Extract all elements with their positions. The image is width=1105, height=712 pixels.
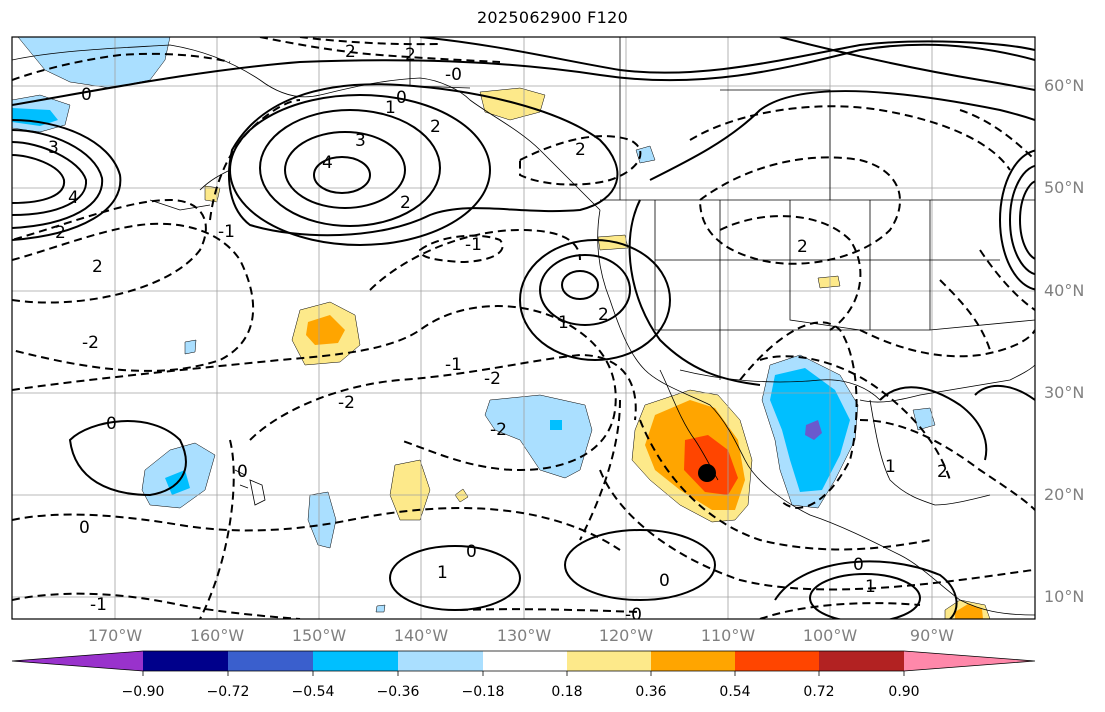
contour-label: 2 bbox=[598, 305, 609, 325]
colorbar-tick-label: 0.36 bbox=[635, 684, 667, 700]
colorbar-extend-high bbox=[904, 651, 1035, 671]
contour-label: 0 bbox=[466, 542, 477, 562]
lat-label: 60°N bbox=[1044, 76, 1085, 95]
contour-label: 1 bbox=[385, 98, 396, 118]
colorbar-tick-label: 0.54 bbox=[719, 684, 751, 700]
contour-label: 4 bbox=[322, 153, 333, 173]
contour-label: 4 bbox=[68, 188, 79, 208]
lat-label: 40°N bbox=[1044, 281, 1085, 300]
lon-label: 140°W bbox=[393, 626, 449, 645]
contour-label: -0 bbox=[625, 605, 642, 625]
colorbar-tick-label: 0.72 bbox=[803, 684, 835, 700]
contour-label: -0 bbox=[445, 65, 462, 85]
dashed-contours bbox=[12, 37, 1035, 619]
contour-label: 1 bbox=[558, 313, 569, 333]
lat-label: 30°N bbox=[1044, 383, 1085, 402]
colorbar-extend-low bbox=[12, 651, 143, 671]
contour-label: 0 bbox=[396, 88, 407, 108]
contour-label: 3 bbox=[48, 138, 59, 158]
contour-label: 0 bbox=[79, 518, 90, 538]
contour-label: 1 bbox=[865, 577, 876, 597]
lon-label: 160°W bbox=[189, 626, 245, 645]
contour-label: -1 bbox=[445, 355, 462, 375]
contour-label: -1 bbox=[218, 222, 235, 242]
contour-label: 2 bbox=[797, 237, 808, 257]
contour-label: 0 bbox=[659, 571, 670, 591]
lon-label: 130°W bbox=[496, 626, 552, 645]
contour-label: -2 bbox=[490, 420, 507, 440]
colorbar-tick-label: −0.72 bbox=[206, 684, 250, 700]
lon-label: 170°W bbox=[87, 626, 143, 645]
contours bbox=[12, 37, 1035, 619]
contour-label: 3 bbox=[355, 131, 366, 151]
contour-label: 2 bbox=[937, 462, 948, 482]
lat-label: 10°N bbox=[1044, 587, 1085, 606]
contour-label: 1 bbox=[437, 563, 448, 583]
map-background bbox=[12, 37, 1035, 619]
contour-label: 2 bbox=[575, 140, 586, 160]
lat-label: 50°N bbox=[1044, 178, 1085, 197]
lon-label: 100°W bbox=[802, 626, 858, 645]
contour-label: 0 bbox=[106, 414, 117, 434]
contour-label: 2 bbox=[430, 117, 441, 137]
contour-labels: 3 2 2 1 0 -0 2 4 3 4 2 2 2 0 -1 -2 2 2 1… bbox=[48, 42, 948, 625]
colorbar-tick-label: 0.90 bbox=[888, 684, 920, 700]
contour-label: -2 bbox=[82, 333, 99, 353]
contour-label: 0 bbox=[853, 555, 864, 575]
contour-label: 2 bbox=[55, 223, 66, 243]
colorbar-tick-label: −0.36 bbox=[376, 684, 420, 700]
colorbar bbox=[11, 650, 1036, 676]
lon-label: 150°W bbox=[291, 626, 347, 645]
colorbar-tick-label: −0.18 bbox=[461, 684, 505, 700]
contour-label: 2 bbox=[405, 45, 416, 65]
colorbar-tick-label: −0.54 bbox=[291, 684, 335, 700]
colorbar-tick-label: −0.90 bbox=[121, 684, 165, 700]
contour-label: 2 bbox=[345, 42, 356, 62]
gridlines bbox=[12, 37, 1035, 619]
lon-label: 120°W bbox=[598, 626, 654, 645]
lon-label: 90°W bbox=[909, 626, 955, 645]
contour-label: 1 bbox=[885, 457, 896, 477]
map-title: 2025062900 F120 bbox=[476, 8, 629, 27]
contour-label: 2 bbox=[92, 257, 103, 277]
contour-label: -1 bbox=[90, 595, 107, 615]
lat-label: 20°N bbox=[1044, 485, 1085, 504]
lon-label: 110°W bbox=[700, 626, 756, 645]
storm-center-marker bbox=[698, 464, 716, 482]
contour-label: 2 bbox=[400, 193, 411, 213]
shading-layer bbox=[12, 37, 991, 619]
contour-label: -1 bbox=[465, 235, 482, 255]
contour-label: 0 bbox=[237, 462, 248, 482]
contour-label: -2 bbox=[484, 369, 501, 389]
colorbar-tick-label: 0.18 bbox=[551, 684, 583, 700]
contour-label: 0 bbox=[81, 85, 92, 105]
contour-label: -2 bbox=[338, 393, 355, 413]
map-frame bbox=[11, 36, 1036, 620]
